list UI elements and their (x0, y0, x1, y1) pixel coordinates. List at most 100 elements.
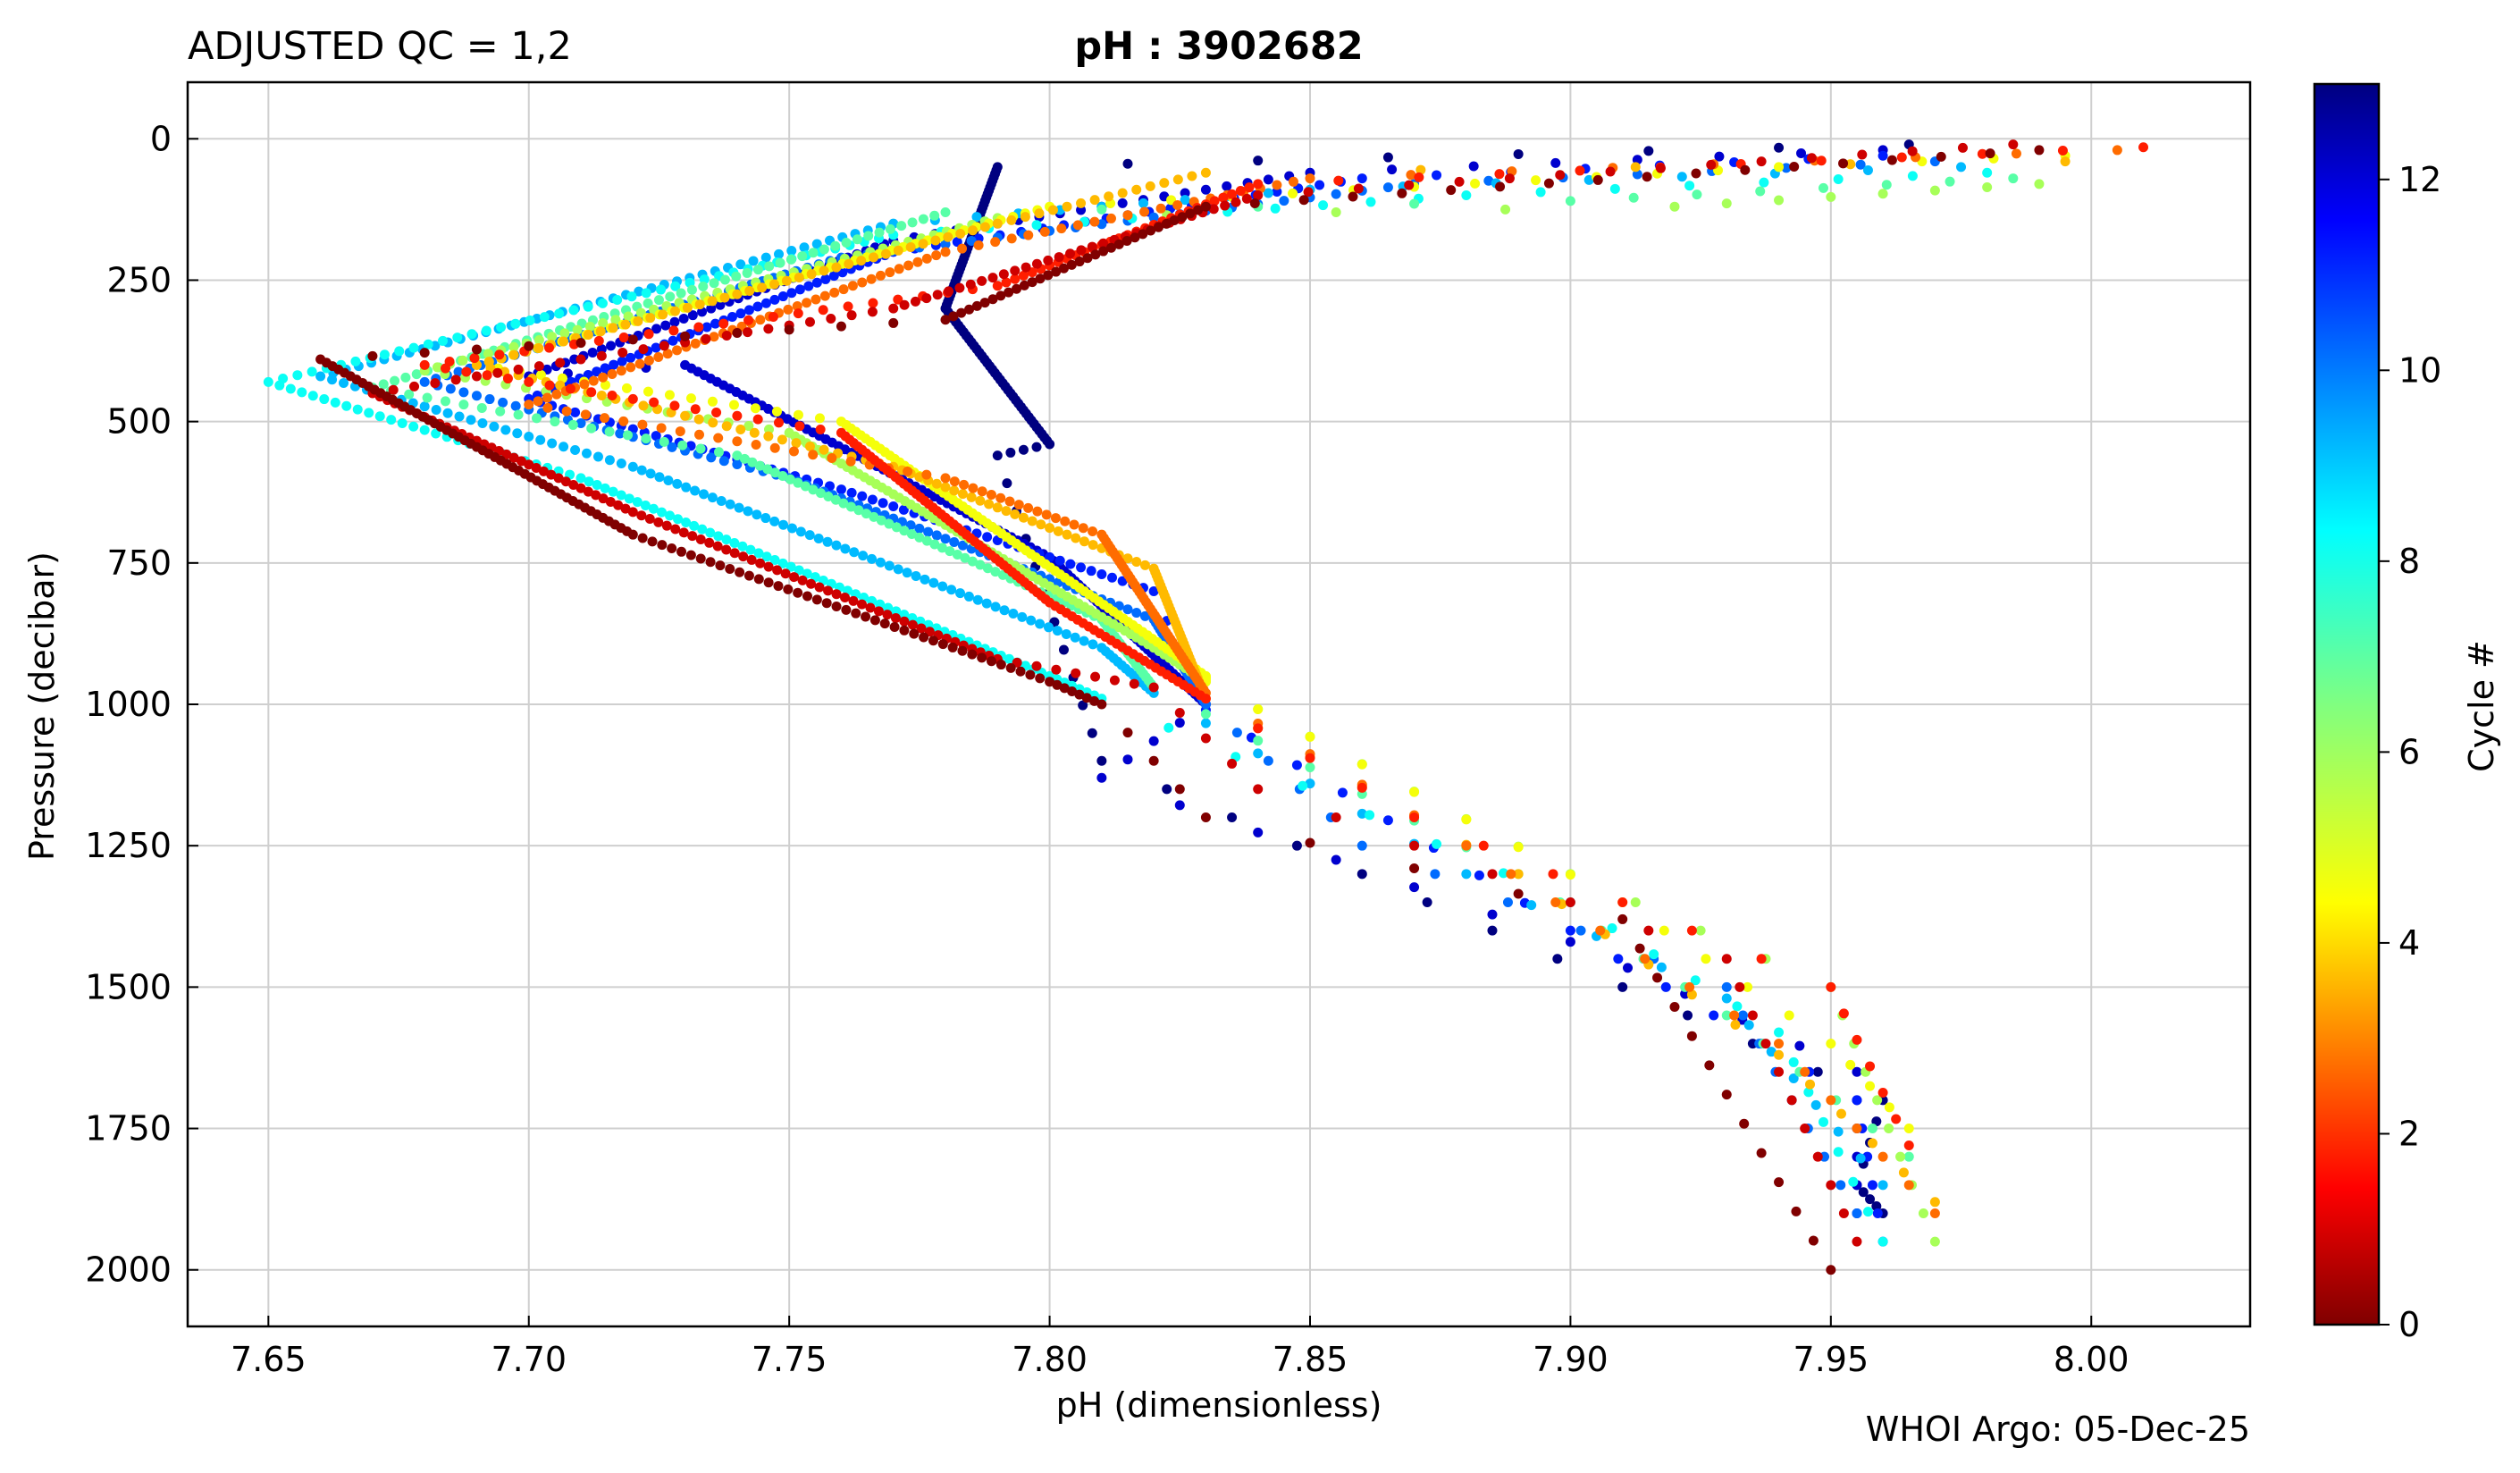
data-point (533, 361, 544, 372)
data-point (1808, 1235, 1819, 1246)
data-point (743, 327, 753, 338)
data-point (713, 447, 724, 458)
data-point (388, 384, 399, 395)
data-point (1098, 246, 1109, 257)
data-point (1076, 562, 1087, 573)
data-point (918, 239, 928, 249)
data-point (1740, 164, 1751, 175)
data-point (651, 342, 661, 353)
data-point (592, 480, 602, 491)
data-point (893, 564, 903, 575)
data-point (598, 318, 609, 329)
data-point (665, 291, 676, 302)
data-point (1034, 208, 1045, 219)
data-point (712, 541, 723, 551)
data-point (718, 318, 729, 329)
data-point (620, 503, 631, 514)
data-point (814, 582, 825, 593)
data-point (957, 489, 968, 500)
data-point (1575, 925, 1586, 936)
data-point (844, 258, 854, 269)
x-tick-label: 7.95 (1793, 1340, 1869, 1379)
data-point (705, 527, 716, 538)
data-point (1180, 195, 1190, 206)
data-point (669, 400, 680, 411)
data-point (524, 341, 534, 351)
data-point (698, 282, 709, 292)
data-point (1756, 954, 1767, 964)
data-point (2008, 139, 2019, 150)
data-point (677, 440, 688, 450)
data-point (1818, 1116, 1828, 1127)
data-point (769, 516, 780, 526)
data-point (987, 273, 998, 283)
data-point (777, 471, 788, 482)
data-point (999, 605, 1010, 616)
data-point (760, 252, 771, 263)
data-point (638, 344, 649, 355)
data-point (1855, 159, 1866, 170)
data-point (1701, 954, 1711, 964)
data-point (1001, 277, 1012, 288)
data-point (735, 424, 746, 434)
data-point (672, 345, 683, 356)
data-point (1617, 913, 1628, 924)
data-point (1865, 1061, 1876, 1072)
data-point (1506, 869, 1516, 880)
data-point (800, 481, 811, 492)
data-point (990, 602, 1001, 612)
data-point (1096, 204, 1107, 215)
data-point (453, 366, 464, 377)
data-point (912, 257, 923, 267)
data-point (533, 335, 544, 346)
data-point (1838, 1008, 1849, 1019)
data-point (600, 380, 610, 391)
data-point (1483, 175, 1494, 186)
data-point (607, 391, 617, 401)
data-point (947, 642, 958, 652)
data-point (814, 413, 825, 424)
data-point (591, 490, 601, 501)
data-point (668, 335, 678, 346)
data-point (803, 281, 814, 291)
data-point (687, 531, 698, 542)
data-point (1774, 142, 1785, 153)
data-point (1096, 755, 1107, 766)
x-tick-label: 7.80 (1012, 1340, 1088, 1379)
data-point (780, 568, 791, 579)
data-point (1270, 203, 1281, 214)
data-point (483, 349, 493, 359)
data-point (763, 561, 774, 572)
data-point (408, 421, 419, 432)
data-point (1058, 644, 1069, 655)
data-point (1005, 662, 1016, 673)
data-point (1409, 882, 1420, 893)
data-point (1409, 863, 1420, 873)
series-cycle-13 (315, 145, 2045, 1275)
data-point (852, 234, 862, 245)
data-point (1852, 1095, 1862, 1106)
data-point (1096, 568, 1107, 579)
data-point (1200, 184, 1211, 195)
data-point (863, 231, 874, 241)
data-point (789, 572, 800, 583)
data-point (367, 350, 378, 361)
data-point (1348, 191, 1358, 202)
data-point (729, 537, 740, 548)
data-point (843, 301, 853, 312)
data-point (575, 483, 586, 493)
data-point (739, 453, 750, 464)
data-point (1086, 566, 1096, 577)
data-point (914, 523, 925, 534)
data-point (949, 476, 960, 487)
data-point (1623, 963, 1634, 973)
data-point (856, 256, 867, 266)
data-point (1200, 812, 1211, 823)
data-point (921, 253, 932, 264)
data-point (769, 467, 780, 478)
data-point (1122, 754, 1133, 765)
data-point (783, 584, 794, 594)
data-point (940, 315, 951, 325)
data-point (784, 324, 794, 335)
data-point (1956, 162, 1967, 173)
